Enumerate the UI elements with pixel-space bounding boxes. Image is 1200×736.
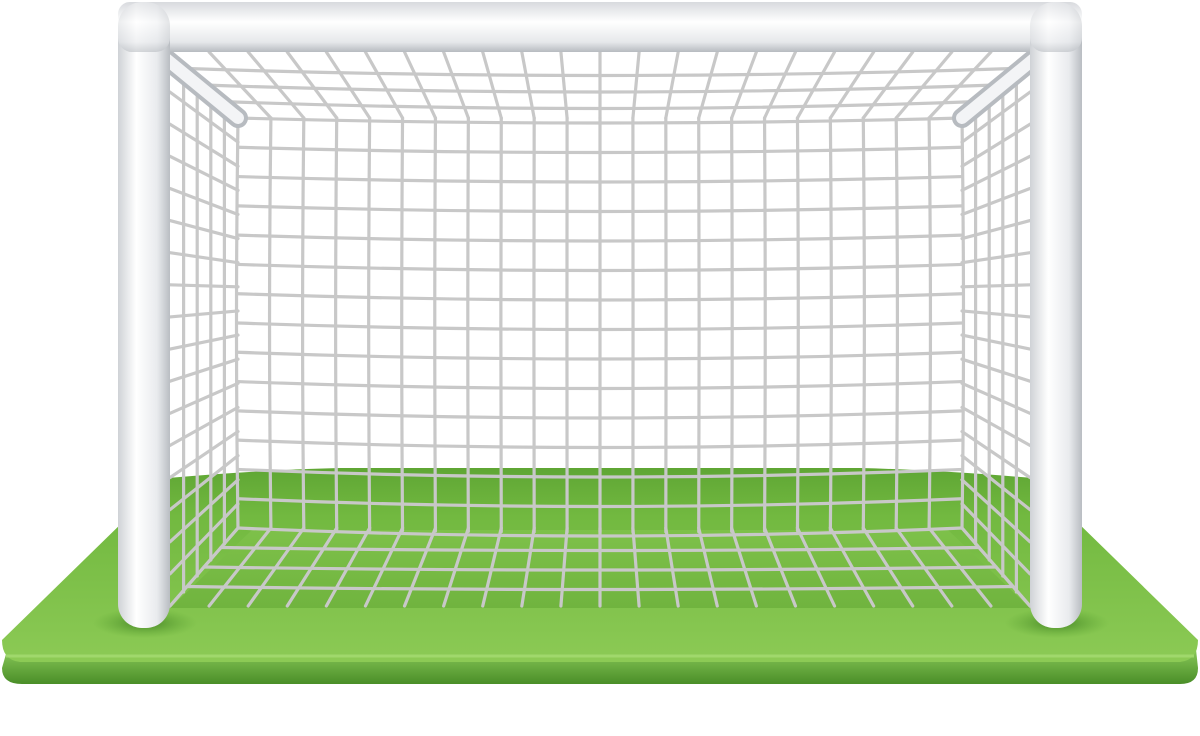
goal-net: [168, 50, 1032, 608]
crossbar: [118, 2, 1082, 52]
left-post: [118, 2, 170, 628]
goal-frame: [118, 2, 1082, 628]
right-post: [1030, 2, 1082, 628]
